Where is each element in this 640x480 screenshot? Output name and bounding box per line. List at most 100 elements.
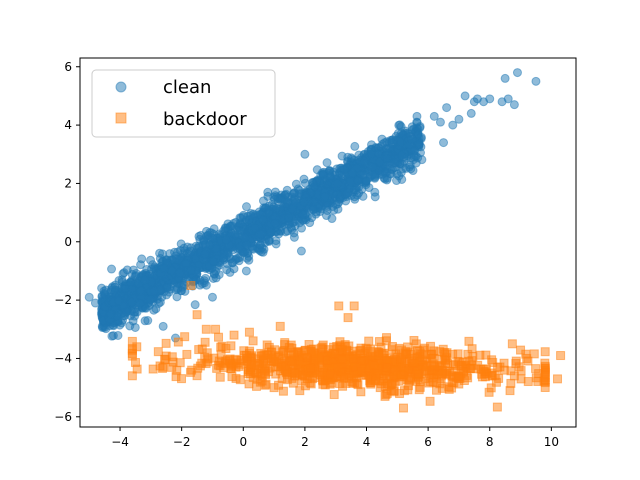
point-backdoor (263, 353, 273, 363)
point-clean (250, 223, 260, 233)
point-backdoor (335, 337, 345, 347)
point-clean (145, 295, 155, 305)
point-clean (281, 189, 291, 199)
point-clean (155, 248, 165, 258)
point-backdoor (373, 350, 383, 360)
legend-box (91, 69, 276, 138)
series-clean (84, 68, 541, 343)
point-backdoor (298, 370, 308, 380)
point-clean (195, 275, 205, 285)
point-backdoor (396, 354, 406, 364)
point-backdoor (317, 342, 327, 352)
point-clean (512, 68, 522, 78)
point-clean (460, 91, 470, 101)
point-clean (172, 292, 182, 302)
point-clean (159, 263, 169, 273)
point-backdoor (522, 353, 532, 363)
x-tick-label: 10 (544, 435, 559, 449)
point-backdoor (173, 337, 183, 347)
point-clean (439, 138, 449, 148)
legend: clean backdoor (91, 69, 276, 138)
point-clean (350, 141, 360, 151)
point-backdoor (356, 366, 366, 376)
point-clean (337, 151, 347, 161)
point-clean (346, 177, 356, 187)
point-backdoor (160, 355, 170, 365)
point-clean (127, 297, 137, 307)
point-clean (466, 108, 476, 118)
point-backdoor (127, 371, 137, 381)
point-clean (208, 256, 218, 266)
point-clean (359, 156, 369, 166)
point-clean (270, 194, 280, 204)
point-backdoor (251, 381, 261, 391)
point-backdoor (287, 359, 297, 369)
point-clean (258, 215, 268, 225)
x-tick-label: 2 (301, 435, 309, 449)
point-backdoor (468, 352, 478, 362)
point-backdoor (540, 367, 550, 377)
point-clean (256, 247, 266, 257)
point-clean (129, 307, 139, 317)
point-clean (263, 187, 273, 197)
point-backdoor (484, 387, 494, 397)
point-clean (199, 235, 209, 245)
point-clean (90, 298, 100, 308)
point-backdoor (343, 313, 353, 323)
point-clean (241, 266, 251, 276)
point-clean (207, 292, 217, 302)
point-backdoor (403, 342, 413, 352)
point-backdoor (369, 360, 379, 370)
point-clean (171, 285, 181, 295)
point-backdoor (329, 390, 339, 400)
point-clean (333, 178, 343, 188)
point-clean (346, 153, 356, 163)
point-backdoor (405, 376, 415, 386)
point-backdoor (260, 366, 270, 376)
point-backdoor (425, 396, 435, 406)
point-backdoor (326, 378, 336, 388)
point-clean (394, 171, 404, 181)
point-clean (246, 211, 256, 221)
point-clean (143, 316, 153, 326)
point-backdoor (278, 386, 288, 396)
point-clean (107, 331, 117, 341)
point-backdoor (481, 350, 491, 360)
point-clean (509, 100, 519, 110)
point-clean (368, 162, 378, 172)
legend-label-clean: clean (163, 77, 211, 98)
point-backdoor (507, 339, 517, 349)
point-clean (158, 321, 168, 331)
point-clean (140, 275, 150, 285)
point-clean (289, 232, 299, 242)
point-clean (300, 149, 310, 159)
point-backdoor (306, 379, 316, 389)
point-backdoor (201, 324, 211, 334)
point-backdoor (540, 376, 550, 386)
point-clean (339, 165, 349, 175)
point-clean (358, 191, 368, 201)
point-clean (240, 233, 250, 243)
point-backdoor (399, 386, 409, 396)
point-backdoor (364, 336, 374, 346)
point-backdoor (248, 336, 258, 346)
point-backdoor (229, 330, 239, 340)
point-backdoor (280, 340, 290, 350)
point-clean (296, 246, 306, 256)
point-clean (125, 321, 135, 331)
point-clean (397, 150, 407, 160)
point-clean (395, 137, 405, 147)
point-clean (414, 140, 424, 150)
point-clean (342, 188, 352, 198)
y-axis: −6 −4 −2 0 2 4 6 (54, 60, 80, 424)
point-clean (190, 300, 200, 310)
point-clean (312, 165, 322, 175)
point-clean (320, 192, 330, 202)
point-backdoor (244, 359, 254, 369)
y-tick-label: 2 (64, 176, 72, 190)
point-backdoor (463, 373, 473, 383)
point-clean (222, 265, 232, 275)
point-backdoor (387, 379, 397, 389)
point-clean (305, 218, 315, 228)
point-backdoor (353, 380, 363, 390)
